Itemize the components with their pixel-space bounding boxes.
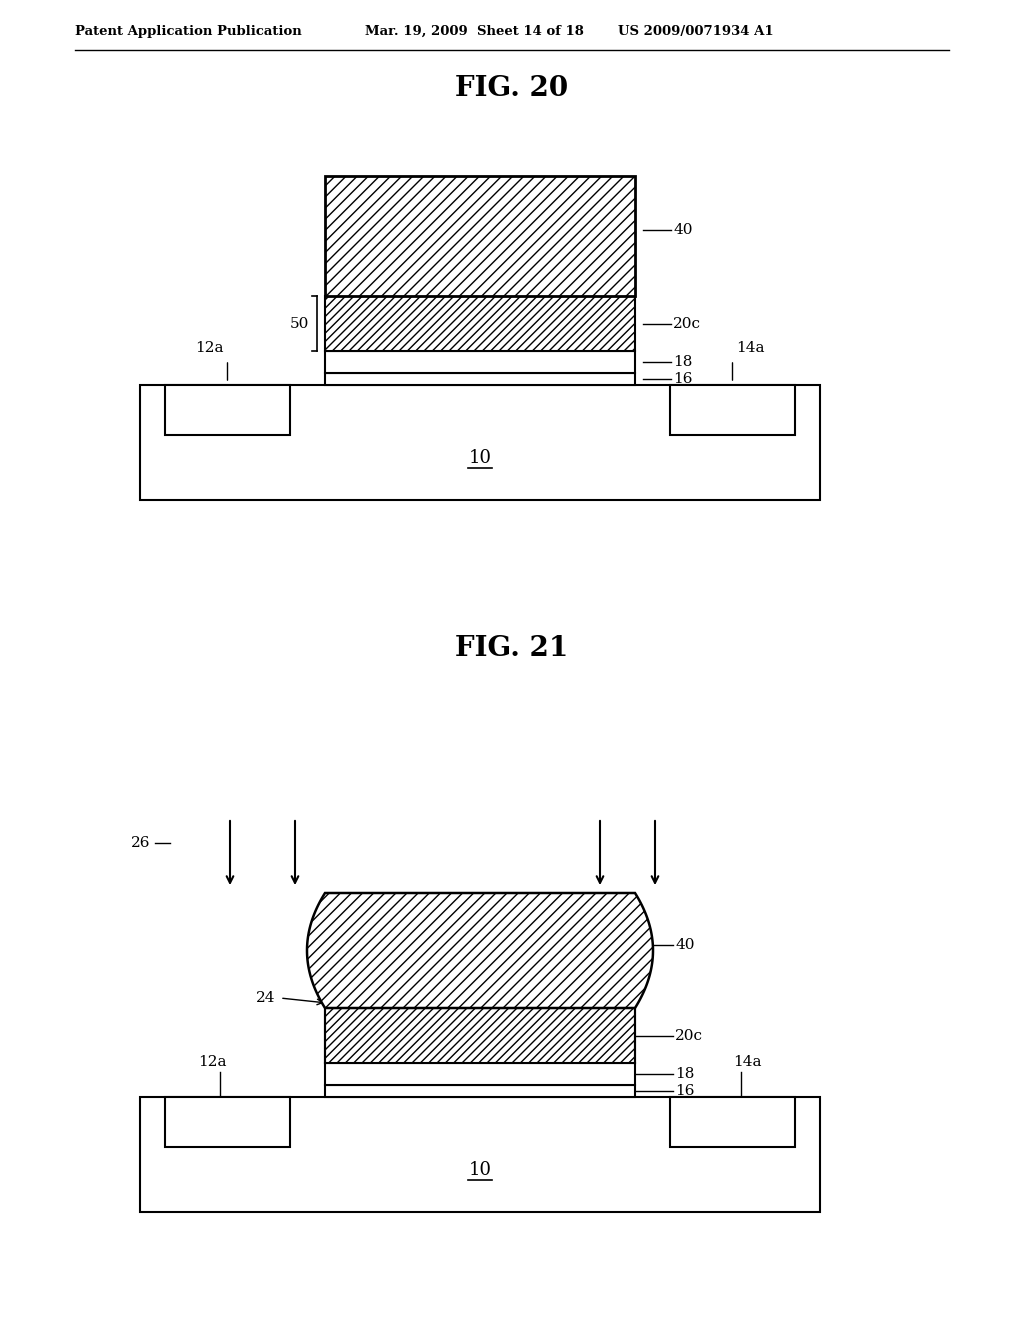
Text: 40: 40 <box>673 223 692 238</box>
Bar <box>670 1097 795 1147</box>
Text: 14a: 14a <box>733 1055 762 1069</box>
Bar <box>325 176 635 296</box>
Bar <box>670 385 795 436</box>
Text: 24: 24 <box>256 991 275 1005</box>
Bar <box>325 1063 635 1085</box>
Text: 50: 50 <box>290 317 309 330</box>
Bar <box>140 1097 820 1212</box>
Text: FIG. 20: FIG. 20 <box>456 75 568 102</box>
PathPatch shape <box>307 894 653 1008</box>
Bar <box>325 374 635 385</box>
Text: US 2009/0071934 A1: US 2009/0071934 A1 <box>618 25 773 38</box>
Bar <box>165 385 290 436</box>
Text: 14a: 14a <box>736 341 765 355</box>
Text: 16: 16 <box>673 372 692 385</box>
Text: Patent Application Publication: Patent Application Publication <box>75 25 302 38</box>
Text: 18: 18 <box>673 355 692 370</box>
Bar <box>165 1097 290 1147</box>
Bar <box>325 351 635 374</box>
Text: 40: 40 <box>675 937 694 952</box>
Text: 16: 16 <box>675 1084 694 1098</box>
Text: Mar. 19, 2009  Sheet 14 of 18: Mar. 19, 2009 Sheet 14 of 18 <box>365 25 584 38</box>
Bar <box>140 385 820 500</box>
Text: 10: 10 <box>469 1162 492 1179</box>
Text: 20c: 20c <box>673 317 701 330</box>
Text: 26: 26 <box>130 836 150 850</box>
Text: 12a: 12a <box>199 1055 226 1069</box>
Bar <box>325 1008 635 1063</box>
Text: 10: 10 <box>469 449 492 467</box>
Bar <box>325 296 635 351</box>
Text: 12a: 12a <box>196 341 224 355</box>
Text: 18: 18 <box>675 1067 694 1081</box>
Bar <box>325 1085 635 1097</box>
Text: FIG. 21: FIG. 21 <box>456 635 568 663</box>
Text: 20c: 20c <box>675 1028 703 1043</box>
